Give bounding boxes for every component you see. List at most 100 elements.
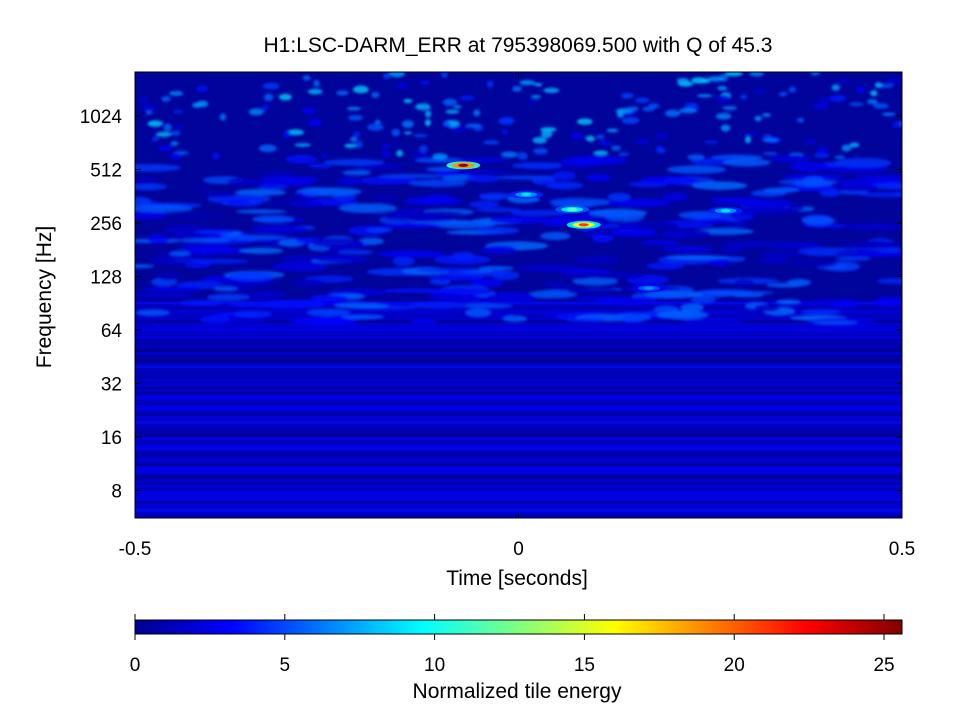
energy-tile	[442, 98, 458, 107]
energy-band	[135, 304, 902, 308]
energy-tile	[170, 141, 179, 146]
energy-tile	[353, 131, 361, 138]
energy-tile	[453, 105, 462, 109]
energy-band	[135, 476, 902, 480]
energy-tile	[419, 80, 431, 85]
energy-tile	[300, 187, 331, 197]
energy-tile	[381, 149, 391, 158]
energy-tile	[313, 79, 320, 88]
energy-tile	[518, 264, 584, 272]
energy-band	[135, 415, 902, 419]
energy-tile	[457, 157, 507, 163]
energy-tile	[169, 250, 191, 257]
energy-band	[135, 466, 902, 470]
energy-tiles	[135, 72, 902, 327]
energy-tile	[834, 157, 892, 168]
energy-tile	[800, 309, 841, 315]
energy-tile	[691, 181, 748, 190]
energy-tile	[302, 75, 311, 81]
energy-tile	[252, 215, 294, 224]
energy-band	[135, 335, 902, 339]
energy-tile	[379, 223, 440, 229]
energy-tile	[533, 147, 548, 155]
energy-tile	[414, 157, 468, 164]
y-axis: 8 16 32 64 128 256 512 1024	[80, 107, 902, 502]
energy-tile	[528, 290, 578, 299]
energy-band	[135, 439, 902, 443]
energy-tile	[657, 310, 709, 320]
energy-tile	[194, 229, 234, 235]
energy-tile	[492, 270, 520, 280]
energy-tile	[835, 256, 872, 261]
energy-tile	[212, 152, 220, 160]
energy-band	[135, 306, 902, 310]
colorbar-tick-label: 0	[130, 655, 141, 676]
energy-tile	[155, 131, 172, 138]
y-tick-label: 32	[101, 374, 122, 395]
energy-tile	[483, 140, 500, 145]
colorbar-label: Normalized tile energy	[413, 680, 622, 703]
energy-band	[135, 455, 902, 459]
x-axis-label: Time [seconds]	[446, 567, 588, 590]
energy-tile	[135, 164, 181, 172]
energy-tile	[753, 89, 766, 94]
energy-tile	[762, 151, 778, 156]
energy-tile	[149, 256, 210, 265]
energy-tile	[666, 165, 726, 174]
energy-tile	[475, 207, 522, 212]
energy-tile	[291, 200, 323, 207]
energy-tile	[606, 128, 619, 133]
energy-band	[135, 463, 902, 467]
colorbar-gradient	[134, 619, 903, 635]
energy-tile	[662, 192, 689, 202]
x-axis: -0.5 0 0.5	[119, 72, 915, 560]
energy-tile	[841, 144, 852, 152]
energy-band	[135, 362, 902, 366]
energy-tile	[761, 138, 780, 143]
energy-tile	[543, 87, 560, 93]
energy-tile	[873, 102, 889, 109]
energy-tile	[621, 92, 634, 99]
energy-tile	[834, 183, 879, 192]
energy-tile	[342, 169, 372, 176]
energy-tile	[552, 171, 577, 181]
energy-tile	[717, 85, 728, 91]
energy-tile	[415, 103, 431, 111]
energy-tile	[481, 245, 517, 254]
energy-tile	[441, 72, 448, 79]
energy-tile	[367, 123, 384, 131]
energy-tile	[458, 295, 492, 305]
energy-tile	[834, 155, 846, 159]
y-tick-label: 128	[90, 267, 122, 288]
energy-band	[135, 322, 902, 326]
energy-tile	[135, 210, 169, 220]
frequency-bands	[135, 298, 902, 518]
energy-tile	[519, 79, 536, 86]
energy-band	[135, 505, 902, 509]
energy-tile	[337, 249, 374, 255]
energy-tile	[408, 179, 467, 187]
energy-tile	[142, 103, 155, 112]
energy-tile	[812, 102, 830, 110]
energy-tile	[741, 132, 760, 136]
energy-tile	[635, 97, 650, 104]
energy-tile	[171, 130, 181, 136]
energy-band	[135, 383, 902, 387]
energy-tile	[643, 291, 703, 299]
energy-tile	[196, 85, 208, 93]
energy-tile	[258, 144, 277, 153]
colorbar-tick-label: 25	[873, 655, 894, 676]
energy-tile	[383, 72, 391, 80]
energy-band	[135, 346, 902, 350]
energy-tile	[473, 109, 481, 117]
energy-band	[135, 378, 902, 382]
energy-tile	[708, 290, 775, 295]
energy-band	[135, 407, 902, 411]
energy-tile	[256, 179, 284, 186]
energy-tile	[715, 112, 732, 120]
energy-band	[135, 394, 902, 398]
energy-tile	[754, 304, 780, 312]
energy-tile	[866, 99, 878, 105]
energy-tile	[179, 300, 224, 306]
